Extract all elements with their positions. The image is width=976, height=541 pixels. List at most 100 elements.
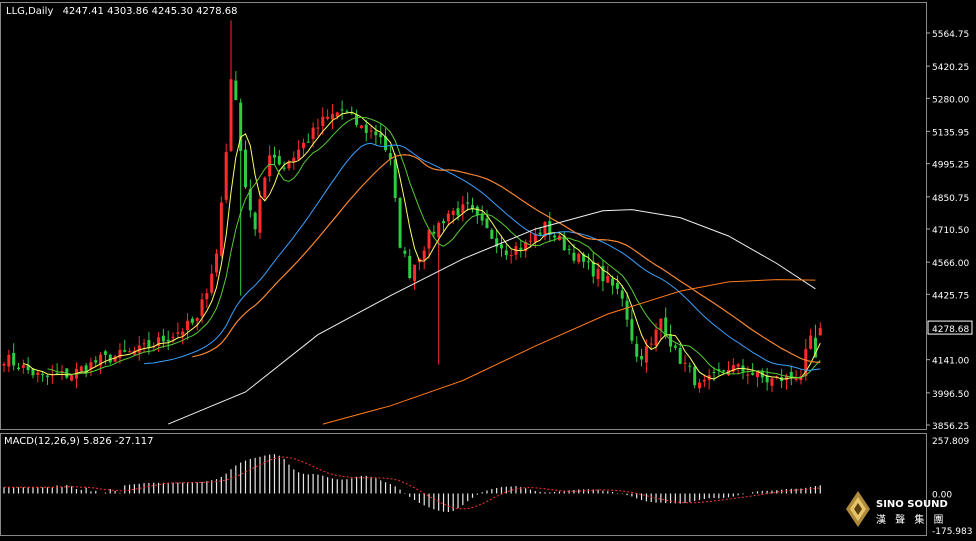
candle-body [548,221,552,235]
candle-body [374,131,378,136]
ma-xlong-curve [322,279,816,425]
candle-body [461,204,465,213]
candle-body [712,372,716,374]
price-tick: 4566.00 [932,259,969,269]
candle-body [311,127,315,139]
candle-body [528,240,532,242]
candle-body [330,113,334,120]
candle-body [137,345,141,353]
candle-body [224,152,228,200]
candle-body [664,317,668,336]
candle-body [533,233,537,242]
candle-body [45,375,49,377]
ma-mid-line [47,116,821,379]
candle-body [582,254,586,262]
candle-body [195,317,199,321]
candle-body [41,373,45,376]
candle-body [659,318,663,331]
candle-body [688,365,692,367]
price-tick: 5135.95 [932,128,969,138]
candle-body [181,331,185,336]
candle-body [268,155,272,177]
candle-body [113,356,117,362]
candle-body [89,362,93,370]
candle-body [567,249,571,251]
candle-body [456,208,460,216]
candle-body [586,261,590,263]
brand-text: SINO SOUND [876,499,948,510]
last-price-tag: 4278.68 [932,325,969,335]
symbol-label: LLG,Daily [6,6,53,17]
candle-body [731,365,735,372]
candle-body [784,375,788,381]
ma-fast-line [23,111,821,380]
candle-body [635,343,639,357]
candle-body [340,109,344,111]
candle-body [755,371,759,378]
candle-body [751,372,755,375]
candle-body [229,79,233,151]
candle-body [422,250,426,260]
price-tick: 4141.00 [932,357,969,367]
price-tick: 4710.50 [932,226,969,236]
price-tick: 5564.75 [932,30,969,40]
candle-body [210,273,214,293]
candle-body [562,235,566,250]
candle-body [161,335,165,342]
candle-body [611,278,615,286]
last-price-box [927,320,973,335]
candle-body [258,199,262,233]
candle-body [475,206,479,216]
candle-body [335,112,339,117]
candle-body [128,351,132,353]
price-tick: 4850.75 [932,194,969,204]
candle-body [345,111,349,113]
candle-body [683,362,687,364]
candle-body [12,353,16,366]
macd-tick: -175.983 [932,527,972,537]
candle-body [746,374,750,376]
ma-xlong-line [192,154,821,363]
candle-body [287,162,291,169]
candle-body [640,356,644,360]
candle-body [157,337,161,346]
candle-body [577,253,581,262]
candle-body [306,141,310,143]
candle-body [166,339,170,342]
candle-body [630,319,634,341]
candle-body [316,127,320,129]
candle-body [572,252,576,261]
candle-body [669,334,673,347]
macd-signal-line [4,456,821,510]
candle-body [301,142,305,149]
candle-body [403,250,407,254]
candle-body [123,350,127,352]
candle-body [2,363,6,366]
candle-body [253,212,257,230]
price-tick: 5420.25 [932,63,969,73]
candle-body [277,156,281,165]
candle-body [355,114,359,125]
candle-body [654,329,658,346]
candle-body [804,349,808,377]
candle-body [553,235,557,238]
candle-body [644,346,648,363]
candle-body [7,354,11,367]
candle-body [263,177,267,198]
candle-body [31,368,35,376]
macd-tick: 0.00 [932,490,952,500]
candle-body [36,372,40,375]
chart-symbol: LLG,Daily 4247.41 4303.86 4245.30 4278.6… [6,6,238,17]
candle-body [99,354,103,366]
candle-body [147,340,151,348]
candle-body [794,378,798,381]
candle-body [282,167,286,169]
candle-body [359,125,363,128]
candle-body [84,365,88,373]
price-tick: 5280.00 [932,95,969,105]
candle-body [215,253,219,273]
candle-body [186,320,190,331]
candle-body [722,370,726,372]
candle-body [142,343,146,345]
